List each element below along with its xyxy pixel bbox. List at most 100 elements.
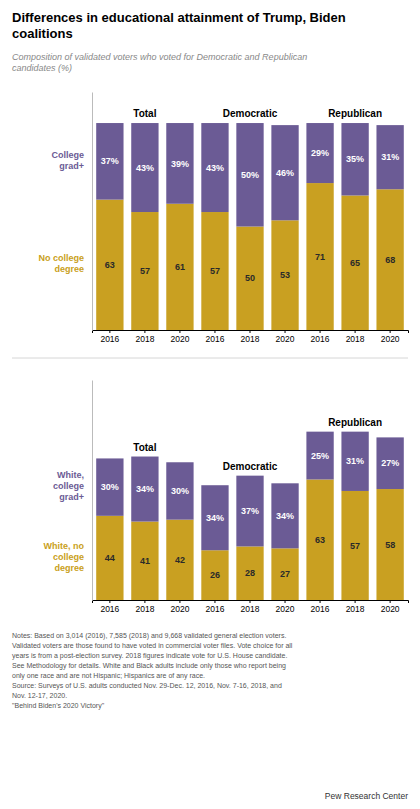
x-tick-label: 2020 [170,334,189,344]
legend-label: Collegegrad+ [51,150,84,171]
x-tick-label: 2018 [346,334,365,344]
data-label: 30% [171,486,189,496]
x-tick-mark [250,330,251,333]
legend-label: White,collegegrad+ [53,471,84,503]
x-tick-label: 2020 [276,334,295,344]
bar-segment [306,123,333,183]
x-tick-mark [320,330,321,333]
bar-segment [341,195,368,330]
bar-segment [131,123,158,212]
bar-segment [166,123,193,204]
x-tick-label: 2020 [276,604,295,614]
x-tick-mark [355,600,356,603]
y-axis-line [92,381,93,601]
data-label: 39% [171,159,189,169]
y-axis [92,381,93,601]
x-tick-label: 2020 [170,604,189,614]
group-label: Republican [328,108,382,119]
data-label: 31% [346,456,364,466]
bar-segment [376,189,403,330]
x-tick-label: 2016 [100,334,119,344]
data-labels: 44414226282763575830%34%30%34%37%34%25%3… [101,451,399,581]
bar-segment [166,462,193,519]
data-label: 65 [350,258,360,268]
data-label: 57 [350,541,360,551]
bar-segment [271,220,298,330]
x-tick: 2020 [170,330,189,344]
x-axis: 201620182020201620182020201620182020 [93,330,409,344]
x-tick-mark [214,600,215,603]
bar-segment [131,212,158,330]
data-label: 71 [315,252,325,262]
data-label: 58 [385,540,395,550]
bar-segment [201,123,228,212]
x-tick: 2016 [100,330,119,344]
data-label: 34% [206,513,224,523]
data-label: 37% [241,506,259,516]
x-tick-mark [285,600,286,603]
credit: Pew Research Center [325,791,408,801]
bar-segment [236,123,263,226]
data-label: 57 [140,266,150,276]
bar-segment [306,183,333,330]
bar-segment [131,457,158,522]
bar-segment [236,476,263,547]
x-tick-label: 2016 [206,334,225,344]
data-label: 41 [140,556,150,566]
bar-segment [376,489,403,600]
bar-segment [236,227,263,330]
x-tick-mark [320,600,321,603]
legend: No collegedegreeCollegegrad+ [38,150,84,274]
x-tick-label: 2018 [135,334,154,344]
x-tick: 2016 [311,330,330,344]
group-label: Democratic [223,108,278,119]
title: Differences in educational attainment of… [12,10,346,41]
legend-label: White, nocollegedegree [44,541,85,573]
bar-segment [166,204,193,330]
bar-segment [341,491,368,600]
group-label: Republican [328,417,382,428]
chart: Differences in educational attainment of… [12,10,409,344]
data-label: 27% [381,458,399,468]
data-label: 34% [136,484,154,494]
bar-segment [96,516,123,600]
x-tick: 2016 [206,600,225,614]
x-axis-line [93,331,409,334]
bar-segment [201,485,228,550]
data-label: 34% [276,511,294,521]
bar-segment [236,546,263,600]
x-tick-label: 2016 [311,334,330,344]
x-tick: 2020 [381,600,400,614]
subtitle: Composition of validated voters who vote… [12,52,307,73]
x-tick: 2020 [276,330,295,344]
bar-segment [131,522,158,600]
data-label: 28 [245,568,255,578]
x-tick: 2016 [206,330,225,344]
x-tick-mark [109,330,110,333]
data-label: 43% [136,163,154,173]
x-tick: 2020 [170,600,189,614]
x-tick: 2018 [135,600,154,614]
x-tick: 2020 [276,600,295,614]
chart: 44414226282763575830%34%30%34%37%34%25%3… [12,381,409,802]
x-tick-label: 2016 [206,604,225,614]
x-tick: 2018 [346,330,365,344]
x-tick-label: 2018 [241,334,260,344]
x-tick: 2018 [135,330,154,344]
x-tick-label: 2016 [100,604,119,614]
bar-segment [376,437,403,489]
x-tick-label: 2018 [135,604,154,614]
x-tick-label: 2016 [311,604,330,614]
x-tick-mark [355,330,356,333]
group-label: Total [133,108,156,119]
data-label: 50 [245,273,255,283]
data-label: 42 [175,555,185,565]
x-tick: 2018 [241,600,260,614]
bar-segment [376,125,403,189]
bar-segment [306,479,333,600]
bar-segment [341,432,368,491]
data-label: 35% [346,154,364,164]
notes: Notes: Based on 3,014 (2016), 7,585 (201… [12,632,293,710]
bar-segment [271,125,298,220]
bar-segment [271,548,298,600]
